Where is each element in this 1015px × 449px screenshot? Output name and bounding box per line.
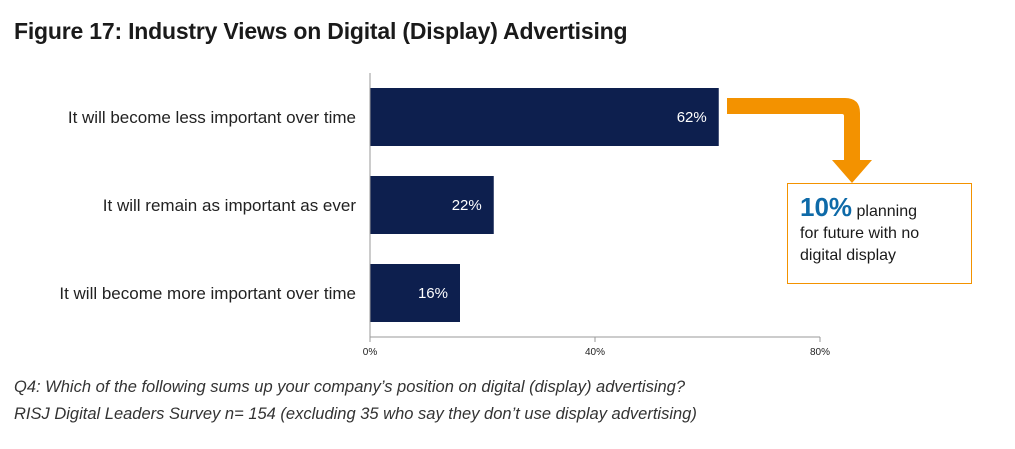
bar-3	[370, 264, 460, 322]
value-labels: 62% 22% 16%	[418, 109, 707, 302]
footnote-source: RISJ Digital Leaders Survey n= 154 (excl…	[14, 405, 697, 423]
callout-percentage: 10%	[800, 192, 853, 222]
callout-text-line3: digital display	[800, 247, 897, 264]
category-label-1: It will become less important over time	[68, 108, 356, 127]
bar-1	[370, 88, 719, 146]
bar-2	[370, 176, 494, 234]
footnote-question: Q4: Which of the following sums up your …	[14, 378, 686, 396]
x-tick-label-2: 40%	[585, 347, 605, 358]
x-tick-label-1: 0%	[363, 347, 378, 358]
callout-box: 10% planning for future with no digital …	[787, 183, 972, 284]
bars-group	[370, 88, 719, 322]
callout-arrow	[727, 98, 872, 183]
footnote: Q4: Which of the following sums up your …	[14, 374, 697, 428]
category-label-2: It will remain as important as ever	[103, 196, 357, 215]
callout-text-line2: for future with no	[800, 225, 920, 242]
x-axis: 0% 40% 80%	[363, 73, 830, 358]
value-label-1: 62%	[677, 109, 707, 126]
callout-text-line1: planning	[856, 203, 918, 220]
value-label-2: 22%	[452, 197, 482, 214]
category-labels: It will become less important over time I…	[59, 108, 356, 303]
value-label-3: 16%	[418, 285, 448, 302]
category-label-3: It will become more important over time	[59, 284, 356, 303]
x-tick-label-3: 80%	[810, 347, 830, 358]
chart-title: Figure 17: Industry Views on Digital (Di…	[14, 18, 628, 44]
